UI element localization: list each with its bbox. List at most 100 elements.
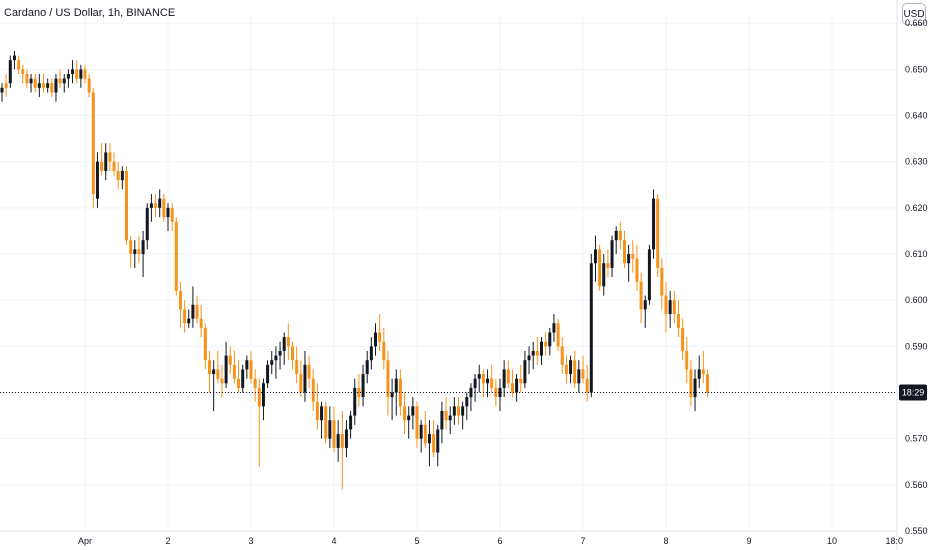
- candle: [66, 69, 70, 88]
- candle: [639, 272, 643, 324]
- candle-body: [203, 327, 207, 361]
- candle-body: [87, 78, 91, 93]
- candle: [664, 281, 668, 333]
- candle: [91, 87, 95, 208]
- candle: [585, 364, 589, 402]
- candle-body: [627, 254, 631, 264]
- candle-body: [199, 318, 203, 328]
- candle-body: [195, 304, 199, 319]
- candle: [241, 364, 245, 393]
- candle-body: [216, 369, 220, 379]
- candle-body: [515, 378, 519, 393]
- price-axis[interactable]: 0.5500.5600.5700.5800.5900.6000.6100.620…: [896, 0, 928, 550]
- candle-body: [407, 415, 411, 421]
- candle-body: [315, 401, 319, 421]
- candle: [311, 369, 315, 411]
- candle-body: [477, 374, 481, 379]
- candle-body: [112, 161, 116, 171]
- candle-body: [261, 383, 265, 407]
- candle: [154, 194, 158, 218]
- candle: [693, 369, 697, 411]
- candle-body: [676, 314, 680, 328]
- candle-body: [324, 406, 328, 439]
- candle-body: [440, 410, 444, 430]
- price-tag-label: 18:29: [902, 388, 925, 398]
- candle: [635, 244, 639, 291]
- candle-body: [436, 429, 440, 453]
- time-tick-label: 9: [746, 536, 751, 546]
- candle-body: [245, 360, 249, 370]
- candle-body: [697, 369, 701, 379]
- candle-body: [37, 83, 41, 88]
- candle-body: [610, 240, 614, 268]
- price-tick-label: 0.660: [905, 18, 928, 28]
- candle-body: [4, 83, 8, 88]
- candle: [681, 318, 685, 361]
- candle: [340, 410, 344, 490]
- candle-body: [241, 369, 245, 388]
- candle-body: [187, 318, 191, 324]
- candle-body: [540, 341, 543, 356]
- candle-body: [577, 369, 581, 384]
- candle-body: [569, 360, 573, 375]
- currency-button[interactable]: USD: [902, 3, 926, 25]
- candle-body: [419, 424, 423, 439]
- candle: [378, 314, 382, 351]
- candle-body: [689, 369, 693, 398]
- candle: [623, 230, 626, 268]
- candle-body: [66, 74, 70, 79]
- candle: [573, 350, 577, 388]
- candle: [336, 420, 340, 462]
- candle: [593, 235, 597, 282]
- candle-body: [178, 290, 182, 310]
- candle: [602, 254, 606, 296]
- candle: [46, 78, 50, 93]
- candle: [589, 254, 593, 398]
- candle: [523, 350, 527, 388]
- candle: [237, 360, 241, 393]
- candle-body: [311, 378, 315, 402]
- candle: [79, 64, 83, 88]
- price-tick-label: 0.560: [905, 480, 928, 490]
- candle: [125, 166, 128, 245]
- candle: [42, 74, 45, 93]
- candle: [556, 318, 560, 351]
- candle-body: [469, 387, 473, 398]
- candle-body: [133, 249, 137, 255]
- candle: [50, 78, 54, 98]
- price-tick-label: 0.610: [905, 249, 928, 259]
- candle-body: [278, 350, 282, 356]
- candle-body: [253, 378, 257, 388]
- candle-body: [116, 170, 120, 181]
- candle: [291, 341, 294, 370]
- candle: [257, 378, 261, 467]
- candle: [170, 203, 174, 231]
- candle: [498, 378, 502, 411]
- candle: [477, 364, 481, 393]
- candle: [54, 74, 58, 102]
- candle: [519, 364, 523, 393]
- candle: [510, 369, 514, 398]
- candle-body: [473, 378, 477, 388]
- candle-body: [544, 341, 548, 347]
- candle: [353, 378, 357, 425]
- price-tick-label: 0.620: [905, 203, 928, 213]
- candle-body: [556, 323, 560, 347]
- candle: [266, 360, 270, 388]
- candle: [656, 194, 660, 278]
- candle-body: [693, 378, 697, 398]
- candle: [320, 401, 324, 439]
- candle-body: [125, 170, 128, 241]
- candle: [647, 244, 651, 305]
- time-axis[interactable]: Apr 2 3 4 5 6 7 8 9 10 18:0: [0, 530, 903, 546]
- candle: [249, 350, 253, 384]
- candle: [253, 369, 257, 402]
- candle: [473, 374, 477, 402]
- candle: [332, 406, 336, 453]
- candle: [506, 360, 510, 388]
- candle-body: [141, 240, 145, 255]
- candle: [62, 74, 66, 93]
- candle: [361, 364, 365, 407]
- candle-body: [452, 406, 456, 416]
